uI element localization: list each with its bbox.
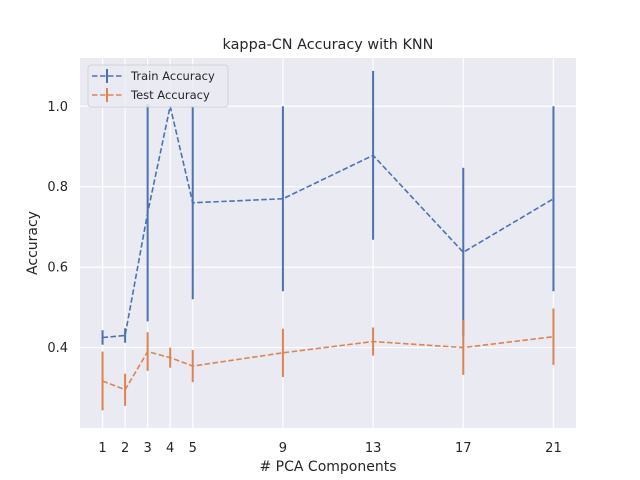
x-tick-label: 1 xyxy=(98,441,106,456)
x-tick-label: 21 xyxy=(545,441,562,456)
x-tick-label: 13 xyxy=(365,441,382,456)
y-tick-label: 1.0 xyxy=(47,100,68,115)
legend: Train Accuracy Test Accuracy xyxy=(87,64,229,108)
legend-label: Train Accuracy xyxy=(130,69,215,83)
series-test-accuracy xyxy=(101,308,555,411)
legend-label: Test Accuracy xyxy=(130,88,210,102)
x-tick-label: 9 xyxy=(279,441,287,456)
chart-title: kappa-CN Accuracy with KNN xyxy=(223,37,434,53)
y-tick-labels: 0.4 0.6 0.8 1.0 xyxy=(47,100,68,356)
legend-box xyxy=(87,64,229,108)
x-tick-labels: 1 2 3 4 5 9 13 17 21 xyxy=(98,441,561,456)
x-tick-label: 2 xyxy=(121,441,129,456)
x-tick-label: 5 xyxy=(189,441,197,456)
plot-background xyxy=(80,58,576,428)
y-tick-label: 0.8 xyxy=(47,180,68,195)
x-tick-label: 17 xyxy=(455,441,472,456)
y-tick-label: 0.6 xyxy=(47,261,68,276)
y-tick-label: 0.4 xyxy=(47,341,68,356)
series-layer xyxy=(101,70,555,411)
x-tick-label: 3 xyxy=(143,441,151,456)
x-axis-label: # PCA Components xyxy=(260,459,397,475)
x-tick-label: 4 xyxy=(166,441,174,456)
y-axis-label: Accuracy xyxy=(25,211,41,275)
series-train-accuracy xyxy=(101,70,555,345)
